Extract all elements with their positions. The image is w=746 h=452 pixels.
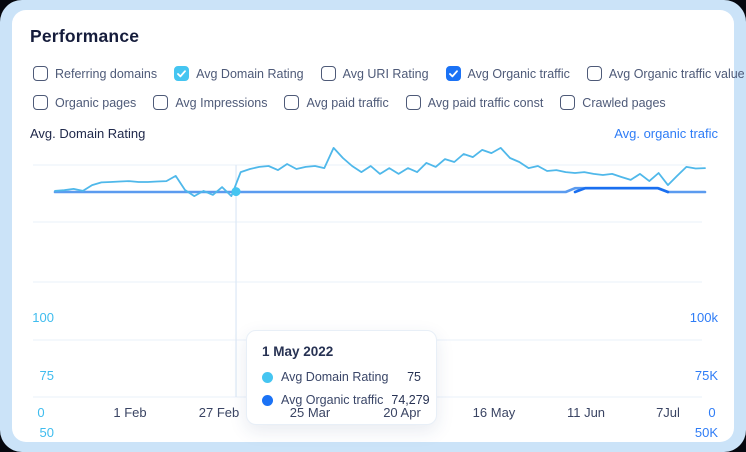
checkbox-organic-pages[interactable]: Organic pages [33,95,136,110]
checkbox-avg-organic-traffic[interactable]: Avg Organic traffic [445,66,570,81]
right-axis-tick: 75K [694,368,718,383]
right-axis-tick: 100k [689,310,718,325]
x-axis-tick: 7Jul [656,405,680,420]
checkbox-label: Organic pages [55,95,137,110]
x-axis-tick: 20 Apr [383,405,421,420]
right-axis-title: Avg. organic trafic [614,126,718,141]
checkmark-icon[interactable] [445,66,461,81]
checkbox-box-icon[interactable] [33,95,48,110]
checkbox-box-icon[interactable] [560,95,576,110]
checkbox-label: Avg paid traffic [306,95,389,110]
right-axis-zero-tick: 0 [708,405,716,420]
tooltip-series-value: 74,279 [391,393,430,407]
left-axis-title: Avg. Domain Rating [30,126,146,141]
checkbox-box-icon[interactable] [405,95,421,110]
checkbox-box-icon[interactable] [284,95,300,110]
right-axis-tick: 50K [694,425,718,440]
series-dot-icon [262,371,273,383]
checkbox-label: Avg Impressions [175,95,268,110]
left-axis-tick: 75 [39,368,54,383]
checkmark-icon[interactable] [174,66,190,81]
checkbox-label: Referring domains [55,66,158,81]
checkbox-label: Avg paid traffic const [427,95,544,110]
series-line-rating-step-highlight [573,186,670,194]
x-axis-tick: 11 Jun [566,405,606,420]
checkbox-crawled-pages[interactable]: Crawled pages [560,95,666,110]
tooltip-date: 1 May 2022 [262,344,334,359]
metric-checkbox-row-1: Referring domains Avg Domain Rating Avg … [33,66,745,81]
performance-chart[interactable]: 100 75 50 25 100k 75K 50K 25k 1 May 2022… [12,140,734,440]
checkbox-box-icon[interactable] [586,66,602,81]
x-axis: 0 1 Feb 27 Feb 25 Mar 20 Apr 16 May 11 J… [12,405,734,421]
checkbox-label: Crawled pages [582,95,666,110]
left-axis-tick: 50 [39,425,54,440]
checkbox-label: Avg Organic traffic [467,66,570,81]
checkbox-box-icon[interactable] [320,66,336,81]
x-axis-tick: 27 Feb [198,405,240,420]
x-axis-tick: 25 Mar [289,405,331,420]
checkbox-avg-impressions[interactable]: Avg Impressions [153,95,267,110]
checkbox-avg-paid-traffic[interactable]: Avg paid traffic [284,95,389,110]
checkbox-label: Avg Domain Rating [196,66,304,81]
tooltip-series-label: Avg Organic traffic [281,393,384,407]
checkbox-avg-domain-rating[interactable]: Avg Domain Rating [174,66,304,81]
hover-point-dot [231,187,241,197]
left-axis-tick: 100 [32,310,54,325]
x-axis-tick: 16 May [472,405,516,420]
performance-card: Performance Referring domains Avg Domain… [12,10,745,442]
checkbox-box-icon[interactable] [153,95,169,110]
checkbox-label: Avg URI Rating [342,66,429,81]
tooltip-row: Avg Organic traffic 74,279 [262,393,430,407]
checkbox-avg-organic-traffic-value[interactable]: Avg Organic traffic value [586,66,745,81]
checkbox-label: Avg Organic traffic value [608,66,745,81]
tooltip-row: Avg Domain Rating 75 [262,370,421,384]
left-axis-zero-tick: 0 [37,405,45,420]
tooltip-series-value: 75 [407,370,421,384]
chart-canvas[interactable] [12,140,734,430]
series-dot-icon [262,394,273,406]
tooltip-series-label: Avg Domain Rating [281,370,389,384]
checkbox-referring-domains[interactable]: Referring domains [33,66,157,81]
checkbox-avg-uri-rating[interactable]: Avg URI Rating [320,66,429,81]
series-line-avg-organic-traffic [54,146,706,198]
chart-tooltip: 1 May 2022 Avg Domain Rating 75 Avg Orga… [246,330,437,425]
page-title: Performance [30,26,140,46]
x-axis-tick: 1 Feb [113,405,147,420]
metric-checkbox-row-2: Organic pages Avg Impressions Avg paid t… [33,95,666,110]
checkbox-avg-paid-traffic-const[interactable]: Avg paid traffic const [405,95,544,110]
checkbox-box-icon[interactable] [33,66,48,81]
